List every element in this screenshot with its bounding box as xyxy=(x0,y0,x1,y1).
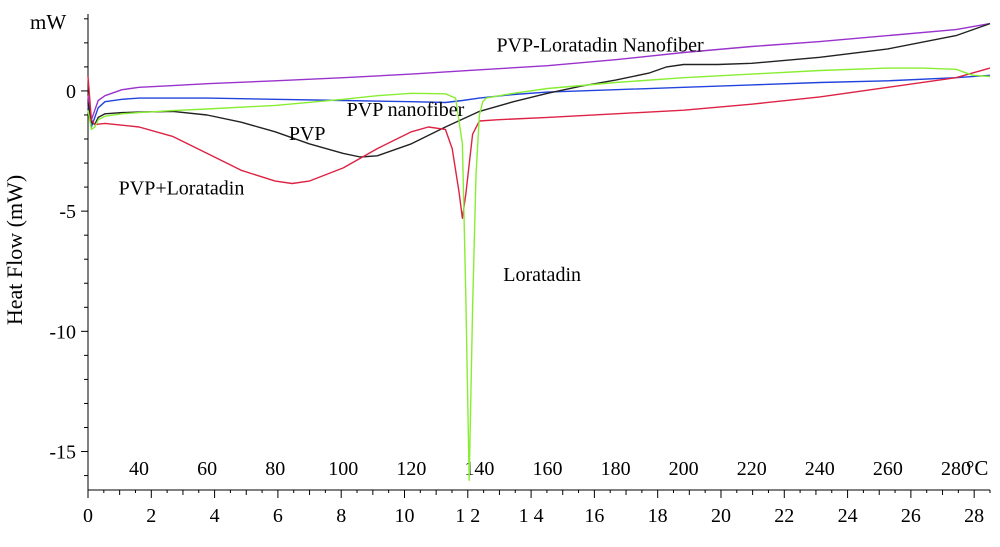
x-bottom-tick-label: 20 xyxy=(711,505,731,527)
x-top-tick-label: 140 xyxy=(464,458,494,480)
x-bottom-tick-label: 10 xyxy=(394,505,414,527)
x-top-tick-label: 60 xyxy=(197,458,217,480)
x-bottom-tick-label: 24 xyxy=(838,505,858,527)
series-label-loratadin: Loratadin xyxy=(503,264,581,286)
series-line-pvp xyxy=(87,22,991,158)
x-top-tick-label: 100 xyxy=(328,458,358,480)
x-bottom-tick-label: 16 xyxy=(584,505,604,527)
series-labels: PVP-Loratadin Nanofiber PVP nanofiber PVP P… xyxy=(119,34,704,286)
x-bottom-tick-label: 26 xyxy=(901,505,921,527)
x-top-tick-label: 80 xyxy=(265,458,285,480)
y-tick-label: -5 xyxy=(59,201,76,223)
y-tick-label: -15 xyxy=(49,442,76,464)
x-top-tick-label: 160 xyxy=(533,458,563,480)
x-bottom-tick-label: 18 xyxy=(648,505,668,527)
y-tick-label: -10 xyxy=(49,321,76,343)
x-bottom-tick-label: 22 xyxy=(774,505,794,527)
y-unit-label: mW xyxy=(30,10,66,34)
series-line-pvp-loratadin-nanofiber xyxy=(87,22,991,121)
series-line-pvp-nanofiber xyxy=(87,74,991,128)
x-bottom-tick-label: 1 2 xyxy=(455,505,480,527)
x-top-tick-label: 180 xyxy=(601,458,631,480)
x-bottom-tick-label: 4 xyxy=(210,505,220,527)
series-lines xyxy=(87,22,991,482)
x-top-unit-label: °C xyxy=(966,456,988,480)
series-label-pvp-loratadin: PVP+Loratadin xyxy=(119,177,245,199)
series-label-pvp-loratadin-nanofiber: PVP-Loratadin Nanofiber xyxy=(496,34,704,56)
series-line-loratadin xyxy=(87,67,991,482)
x-top-tick-label: 120 xyxy=(396,458,426,480)
x-bottom-tick-label: 28 xyxy=(964,505,984,527)
x-top-tick-label: 260 xyxy=(873,458,903,480)
x-top-tick-label: 280 xyxy=(941,458,971,480)
y-tick-label: 0 xyxy=(66,81,76,103)
x-bottom-tick-label: 2 xyxy=(146,505,156,527)
x-top-tick-label: 220 xyxy=(737,458,767,480)
x-bottom-tick-label: 1 4 xyxy=(519,505,544,527)
series-label-pvp: PVP xyxy=(289,123,326,145)
series-line-pvp-loratadin xyxy=(87,67,991,219)
x-top-tick-label: 240 xyxy=(805,458,835,480)
x-bottom-tick-label: 8 xyxy=(336,505,346,527)
x-top-tick-label: 40 xyxy=(129,458,149,480)
y-axis-title: Heat Flow (mW) xyxy=(2,175,27,325)
x-bottom-tick-label: 6 xyxy=(273,505,283,527)
x-top-tick-label: 200 xyxy=(669,458,699,480)
x-bottom-tick-label: 0 xyxy=(83,505,93,527)
series-label-pvp-nanofiber: PVP nanofiber xyxy=(347,99,465,121)
